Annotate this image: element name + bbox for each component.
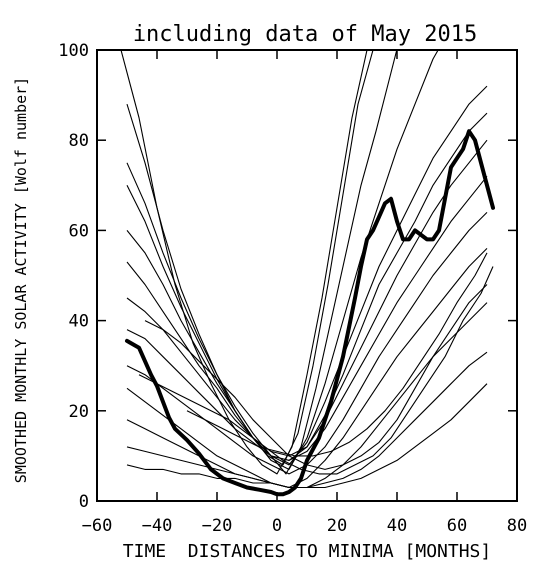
series-line <box>126 175 488 461</box>
x-tick-label: −40 <box>142 516 173 536</box>
x-tick-label: −20 <box>202 516 233 536</box>
series-line <box>126 50 439 470</box>
y-tick-label: 20 <box>69 402 89 422</box>
x-ticks: −60 −40 −20 0 20 40 60 80 <box>82 50 527 536</box>
y-tick-label: 40 <box>69 312 89 332</box>
series-line <box>144 284 488 470</box>
y-tick-label: 80 <box>69 131 89 151</box>
series-line <box>186 252 488 457</box>
x-tick-label: 60 <box>447 516 467 536</box>
y-axis-label: SMOOTHED MONTHLY SOLAR ACTIVITY [Wolf nu… <box>12 77 30 483</box>
series-line <box>126 50 374 466</box>
y-tick-label: 0 <box>79 492 89 512</box>
current-cycle-line <box>125 129 495 497</box>
series-line <box>126 85 488 466</box>
series-line <box>126 50 398 475</box>
series-line <box>120 50 368 475</box>
x-tick-label: 80 <box>507 516 527 536</box>
x-tick-label: 40 <box>387 516 407 536</box>
series-lines <box>120 50 494 489</box>
series-line <box>126 248 488 489</box>
x-tick-label: 0 <box>272 516 282 536</box>
series-line <box>138 266 494 475</box>
series-line <box>126 383 488 489</box>
y-tick-label: 60 <box>69 221 89 241</box>
x-axis-label: TIME DISTANCES TO MINIMA [MONTHS] <box>123 541 491 562</box>
y-ticks: 0 20 40 60 80 100 <box>58 41 517 512</box>
plot-frame <box>96 49 518 502</box>
highlight-line <box>125 129 495 497</box>
series-line <box>126 112 488 461</box>
x-tick-label: 20 <box>327 516 347 536</box>
y-tick-label: 100 <box>58 41 89 61</box>
x-tick-label: −60 <box>82 516 113 536</box>
series-line <box>126 139 488 457</box>
chart-title: including data of May 2015 <box>133 22 477 47</box>
